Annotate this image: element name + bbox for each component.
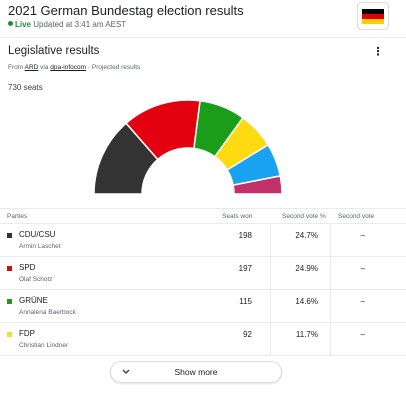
second-vote-change-value: –: [360, 264, 365, 273]
page-title: 2021 German Bundestag election results: [8, 3, 244, 18]
party-color-swatch: [7, 299, 12, 304]
seats-won-value: 198: [238, 231, 252, 240]
column-divider: [270, 323, 271, 355]
table-row[interactable]: CDU/CSU Armin Laschet 198 24.7% –: [0, 224, 406, 257]
column-divider: [330, 290, 331, 322]
second-vote-change-value: –: [360, 330, 365, 339]
source-via: via: [40, 64, 49, 71]
party-color-swatch: [7, 332, 12, 337]
header-seats-won: Seats won: [222, 213, 253, 220]
column-divider: [270, 290, 271, 322]
party-name: CDU/CSU: [19, 230, 56, 239]
germany-flag-icon[interactable]: [357, 2, 389, 30]
flag-stripe: [362, 19, 384, 24]
flag-stripe: [362, 14, 384, 19]
second-vote-pct-value: 11.7%: [295, 330, 318, 339]
column-divider: [330, 323, 331, 355]
party-name: SPD: [19, 263, 36, 272]
updated-text: Updated at 3:41 am AEST: [33, 20, 127, 29]
table-row[interactable]: FDP Christian Lindner 92 11.7% –: [0, 323, 406, 356]
seats-won-value: 115: [239, 297, 252, 306]
seats-won-value: 92: [243, 330, 252, 339]
header-parties: Parties: [7, 213, 28, 220]
header-second-vote: Second vote: [338, 213, 375, 220]
results-table: Parties Seats won Second vote % Second v…: [0, 208, 406, 356]
second-vote-pct-value: 24.9%: [295, 264, 318, 273]
party-leader: Annalena Baerbock: [19, 309, 76, 316]
party-color-swatch: [7, 266, 12, 271]
section-title: Legislative results: [8, 45, 100, 57]
table-row[interactable]: SPD Olaf Scholz 197 24.9% –: [0, 257, 406, 290]
source-suffix: · Projected results: [87, 64, 141, 71]
second-vote-change-value: –: [360, 231, 365, 240]
second-vote-pct-value: 24.7%: [295, 231, 318, 240]
seat-distribution-chart: [93, 99, 283, 195]
party-name: GRÜNE: [19, 296, 48, 305]
party-leader: Christian Lindner: [19, 342, 69, 349]
source-link-dpa[interactable]: dpa-infocom: [50, 64, 87, 71]
table-row[interactable]: GRÜNE Annalena Baerbock 115 14.6% –: [0, 290, 406, 323]
column-divider: [330, 224, 331, 256]
second-vote-pct-value: 14.6%: [295, 297, 318, 306]
party-name: FDP: [19, 329, 35, 338]
column-divider: [270, 224, 271, 256]
source-link-ard[interactable]: ARD: [24, 64, 39, 71]
party-color-swatch: [7, 233, 12, 238]
more-vert-icon[interactable]: ⋮: [372, 46, 384, 58]
second-vote-change-value: –: [360, 297, 365, 306]
party-leader: Armin Laschet: [19, 243, 61, 250]
show-more-label: Show more: [174, 367, 218, 377]
seats-total: 730 seats: [8, 83, 43, 92]
flag-stripe: [362, 9, 384, 14]
source-prefix: From: [8, 64, 24, 71]
seat-segment-linke[interactable]: [232, 175, 283, 195]
column-divider: [270, 257, 271, 289]
column-divider: [330, 257, 331, 289]
source-line: From ARD via dpa-infocom · Projected res…: [8, 64, 140, 71]
flag-stripes: [362, 9, 384, 24]
live-status: Live Updated at 3:41 am AEST: [8, 20, 126, 29]
table-header: Parties Seats won Second vote % Second v…: [0, 208, 406, 224]
party-leader: Olaf Scholz: [19, 276, 53, 283]
seats-won-value: 197: [238, 264, 252, 273]
results-header: 2021 German Bundestag election results L…: [8, 2, 398, 36]
header-second-vote-pct: Second vote %: [282, 213, 326, 220]
show-more-button[interactable]: Show more: [110, 361, 282, 383]
live-label: Live: [15, 20, 32, 29]
header-divider: [0, 37, 406, 38]
chevron-down-icon: [122, 369, 130, 374]
live-dot-icon: [8, 21, 13, 26]
table-body: CDU/CSU Armin Laschet 198 24.7% – SPD Olaf Sch…: [0, 224, 406, 356]
